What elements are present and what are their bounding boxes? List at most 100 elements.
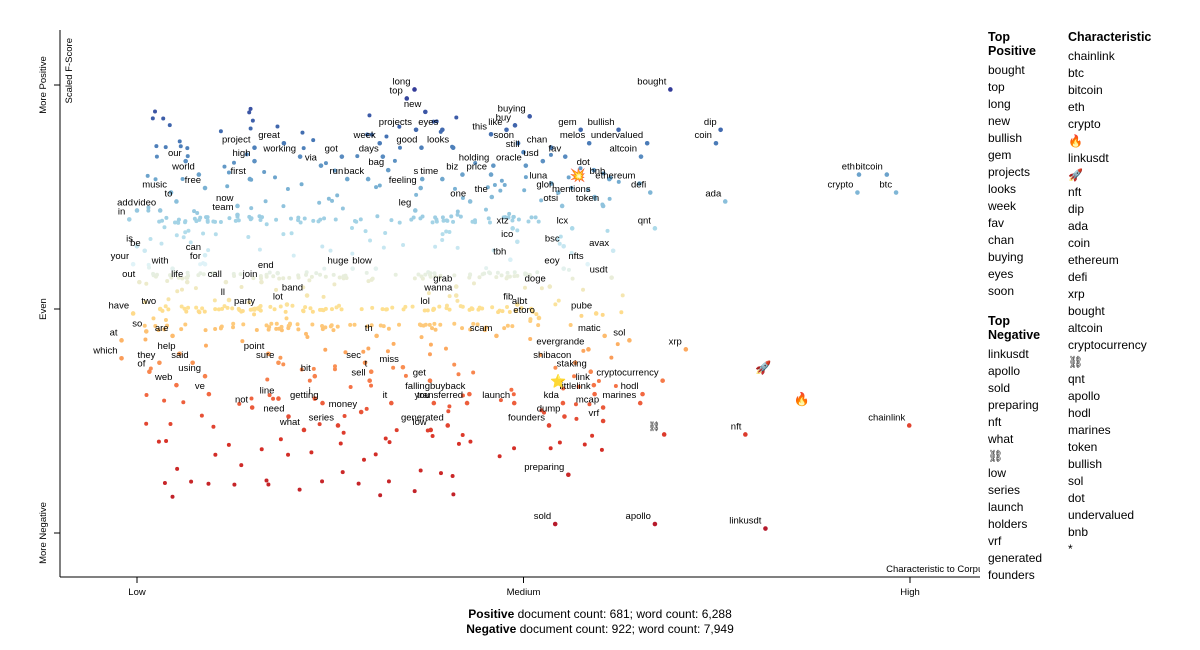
- characteristic-term[interactable]: hodl: [1068, 406, 1091, 420]
- term-label[interactable]: team: [212, 202, 233, 213]
- term-label[interactable]: ⛓: [648, 421, 660, 432]
- term-label[interactable]: got: [325, 144, 339, 155]
- emoji-term-icon[interactable]: ⭐: [550, 374, 566, 389]
- term-label[interactable]: fav: [549, 144, 562, 155]
- emoji-term-icon[interactable]: 🔥: [794, 392, 810, 407]
- term-label[interactable]: altcoin: [610, 144, 637, 155]
- characteristic-term[interactable]: bought: [1068, 304, 1105, 318]
- term-label[interactable]: great: [258, 130, 280, 141]
- characteristic-term[interactable]: dip: [1068, 202, 1085, 216]
- term-label[interactable]: pube: [571, 300, 592, 311]
- term-label[interactable]: be: [130, 238, 141, 249]
- term-label[interactable]: miss: [379, 354, 399, 365]
- top-positive-term[interactable]: top: [988, 80, 1005, 94]
- top-negative-term[interactable]: low: [988, 466, 1007, 480]
- term-label[interactable]: looks: [427, 135, 449, 146]
- term-label[interactable]: low: [412, 417, 426, 428]
- top-positive-term[interactable]: soon: [988, 284, 1015, 298]
- term-label[interactable]: tbh: [493, 247, 506, 258]
- term-label[interactable]: lcx: [557, 215, 569, 226]
- term-label[interactable]: sec: [346, 350, 361, 361]
- term-label[interactable]: ethereum: [595, 171, 635, 182]
- term-label[interactable]: still: [506, 139, 520, 150]
- term-label[interactable]: projects: [379, 117, 413, 128]
- term-label[interactable]: staking: [557, 359, 587, 370]
- characteristic-term[interactable]: token: [1068, 440, 1098, 454]
- term-label[interactable]: have: [109, 300, 130, 311]
- characteristic-term[interactable]: bnb: [1068, 525, 1089, 539]
- term-label[interactable]: xtz: [497, 215, 509, 226]
- characteristic-term[interactable]: undervalued: [1068, 508, 1135, 522]
- term-label[interactable]: call: [208, 269, 222, 280]
- term-label[interactable]: wanna: [423, 283, 453, 294]
- term-label[interactable]: preparing: [524, 462, 564, 473]
- term-label[interactable]: world: [171, 162, 195, 173]
- term-label[interactable]: your: [111, 251, 129, 262]
- term-label[interactable]: founders: [508, 412, 545, 423]
- top-positive-term[interactable]: fav: [988, 216, 1005, 230]
- top-positive-term[interactable]: gem: [988, 148, 1012, 162]
- term-label[interactable]: qnt: [638, 215, 652, 226]
- term-label[interactable]: defi: [631, 180, 646, 191]
- term-label[interactable]: undervalued: [591, 130, 643, 141]
- term-label[interactable]: one: [450, 188, 466, 199]
- term-label[interactable]: long: [393, 76, 411, 87]
- term-label[interactable]: at: [110, 327, 118, 338]
- term-label[interactable]: lot: [273, 292, 283, 303]
- characteristic-term[interactable]: coin: [1068, 236, 1091, 250]
- term-label[interactable]: so: [132, 318, 142, 329]
- characteristic-term[interactable]: btc: [1068, 66, 1085, 80]
- term-label[interactable]: nfts: [568, 251, 584, 262]
- term-label[interactable]: time: [420, 166, 438, 177]
- term-label[interactable]: out: [122, 269, 136, 280]
- term-label[interactable]: lol: [420, 296, 430, 307]
- term-label[interactable]: cryptocurrency: [596, 368, 659, 379]
- characteristic-term[interactable]: dot: [1068, 491, 1085, 505]
- term-label[interactable]: the: [475, 184, 488, 195]
- characteristic-term[interactable]: ⛓: [1068, 355, 1084, 369]
- characteristic-term[interactable]: altcoin: [1068, 321, 1103, 335]
- term-label[interactable]: grab: [433, 274, 452, 285]
- term-label[interactable]: two: [141, 296, 156, 307]
- term-label[interactable]: week: [353, 130, 376, 141]
- top-positive-term[interactable]: new: [988, 114, 1011, 128]
- characteristic-term[interactable]: eth: [1068, 100, 1085, 114]
- term-label[interactable]: bnb: [589, 166, 605, 177]
- top-negative-term[interactable]: launch: [988, 500, 1024, 514]
- characteristic-term[interactable]: marines: [1068, 423, 1111, 437]
- term-label[interactable]: launch: [482, 390, 510, 401]
- term-label[interactable]: what: [279, 417, 300, 428]
- term-label[interactable]: doge: [525, 274, 546, 285]
- term-label[interactable]: crypto: [828, 180, 854, 191]
- term-label[interactable]: gem: [558, 117, 577, 128]
- term-label[interactable]: this: [472, 121, 487, 132]
- term-label[interactable]: eyes: [418, 117, 438, 128]
- term-label[interactable]: back: [344, 166, 364, 177]
- term-label[interactable]: linkusdt: [729, 516, 762, 527]
- characteristic-term[interactable]: ethereum: [1068, 253, 1119, 267]
- term-label[interactable]: like: [488, 117, 502, 128]
- term-label[interactable]: help: [158, 341, 176, 352]
- top-negative-term[interactable]: series: [988, 483, 1021, 497]
- term-label[interactable]: is: [126, 233, 133, 244]
- term-label[interactable]: point: [244, 341, 265, 352]
- term-label[interactable]: price: [466, 162, 487, 173]
- term-label[interactable]: t: [365, 359, 368, 370]
- term-label[interactable]: new: [404, 99, 422, 110]
- term-label[interactable]: chainlink: [868, 412, 905, 423]
- term-label[interactable]: chan: [527, 135, 548, 146]
- top-positive-term[interactable]: looks: [988, 182, 1017, 196]
- term-label[interactable]: top: [390, 85, 403, 96]
- term-label[interactable]: hodl: [621, 381, 639, 392]
- term-label[interactable]: th: [365, 323, 373, 334]
- characteristic-term[interactable]: nft: [1068, 185, 1082, 199]
- term-label[interactable]: bitcoin: [855, 162, 882, 173]
- term-label[interactable]: you: [415, 390, 430, 401]
- term-label[interactable]: evergrande: [536, 336, 584, 347]
- term-label[interactable]: matic: [578, 323, 601, 334]
- term-label[interactable]: bag: [368, 157, 384, 168]
- term-label[interactable]: apollo: [626, 511, 651, 522]
- term-label[interactable]: fallingbuyback: [405, 381, 465, 392]
- emoji-term-icon[interactable]: 💥: [570, 168, 586, 184]
- term-label[interactable]: high: [233, 148, 251, 159]
